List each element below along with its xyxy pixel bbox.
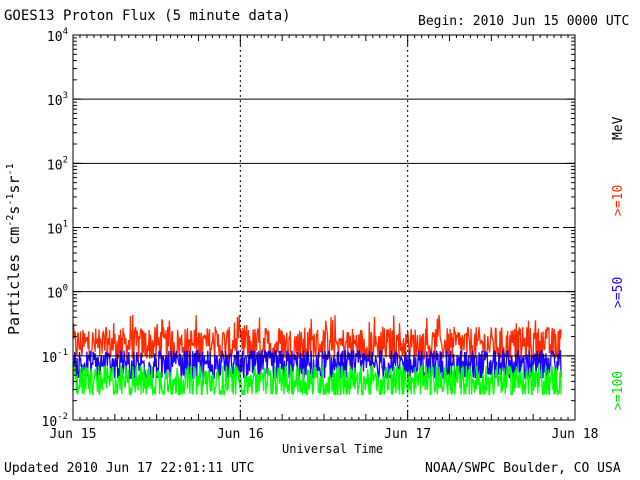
series-line xyxy=(72,348,562,381)
y-tick-label: 104 xyxy=(47,27,68,45)
grid-layer xyxy=(73,35,575,420)
y-tick-label: 102 xyxy=(47,155,68,173)
series-layer xyxy=(72,314,562,397)
y-tick-label: 10-1 xyxy=(42,348,69,366)
x-tick-label: Jun 16 xyxy=(217,427,264,442)
updated-time: Updated 2010 Jun 17 22:01:11 UTC xyxy=(4,461,255,476)
y-tick-label: 101 xyxy=(47,220,68,238)
x-tick-label: Jun 15 xyxy=(50,427,97,442)
x-tick-label: Jun 17 xyxy=(384,427,431,442)
begin-time: Begin: 2010 Jun 15 0000 UTC xyxy=(418,14,630,29)
chart-title: GOES13 Proton Flux (5 minute data) xyxy=(4,8,291,24)
x-tick-label: Jun 18 xyxy=(552,427,599,442)
label-layer: 10-2 10-1 100 101 102 103 104 Jun 15 Jun 16 Jun 1… xyxy=(42,27,599,442)
credit: NOAA/SWPC Boulder, CO USA xyxy=(425,461,621,476)
y-tick-label: 10-2 xyxy=(42,412,69,430)
x-axis-label: Universal Time xyxy=(282,442,384,456)
series-line xyxy=(72,363,562,397)
y-tick-label: 100 xyxy=(47,284,68,302)
y-tick-label: 103 xyxy=(47,91,68,109)
plot-frame xyxy=(72,34,576,421)
series-line xyxy=(72,314,562,362)
